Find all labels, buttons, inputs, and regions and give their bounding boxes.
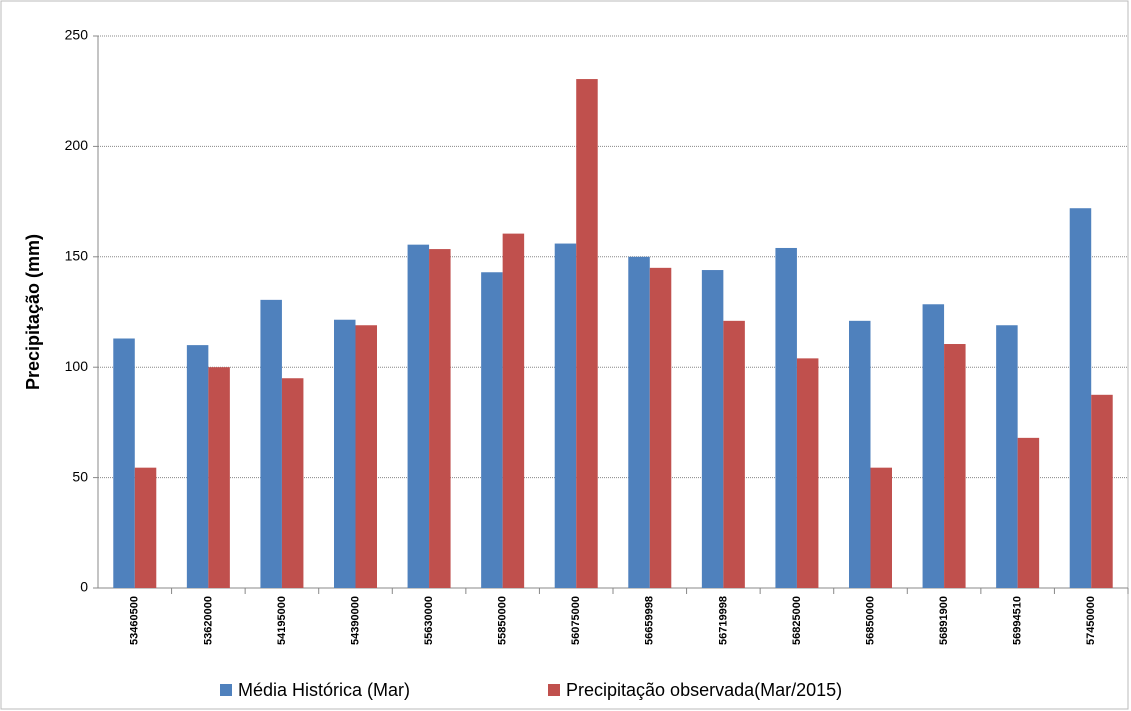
x-tick-label: 57450000 bbox=[1085, 596, 1097, 645]
bar bbox=[208, 367, 230, 588]
x-tick-label: 53620000 bbox=[202, 596, 214, 645]
bar bbox=[429, 249, 451, 588]
bar bbox=[996, 325, 1018, 588]
bar bbox=[576, 79, 598, 588]
x-tick-label: 56891900 bbox=[938, 596, 950, 645]
x-tick-label: 53460500 bbox=[129, 596, 141, 645]
y-tick-label: 150 bbox=[65, 248, 89, 264]
bar bbox=[628, 256, 650, 588]
x-tick-label: 54195000 bbox=[276, 596, 288, 645]
legend-label: Média Histórica (Mar) bbox=[238, 680, 410, 700]
x-tick-label: 54390000 bbox=[349, 596, 361, 645]
bar bbox=[796, 358, 819, 588]
bar bbox=[355, 325, 377, 588]
x-tick-label: 56850000 bbox=[864, 596, 876, 645]
bar bbox=[1017, 437, 1040, 588]
x-tick-label: 56719998 bbox=[717, 596, 729, 645]
bar bbox=[554, 243, 577, 588]
bar bbox=[260, 299, 282, 588]
bar bbox=[186, 345, 209, 588]
bar bbox=[870, 467, 892, 588]
y-tick-label: 0 bbox=[80, 579, 88, 595]
bar bbox=[649, 267, 672, 588]
legend-label: Precipitação observada(Mar/2015) bbox=[566, 680, 842, 700]
bar bbox=[1069, 208, 1092, 588]
y-tick-label: 50 bbox=[72, 468, 88, 484]
bar bbox=[944, 344, 966, 588]
bar bbox=[1091, 394, 1113, 588]
legend-swatch bbox=[548, 684, 560, 696]
legend-swatch bbox=[220, 684, 232, 696]
y-axis-label: Precipitação (mm) bbox=[23, 234, 43, 390]
bar bbox=[723, 320, 745, 588]
x-tick-label: 56994510 bbox=[1012, 596, 1024, 645]
bar bbox=[334, 319, 356, 588]
x-tick-label: 56659998 bbox=[644, 596, 656, 645]
bar bbox=[502, 233, 525, 588]
bar bbox=[775, 247, 797, 588]
bar bbox=[407, 244, 430, 588]
y-tick-label: 100 bbox=[65, 358, 89, 374]
bar bbox=[113, 338, 135, 588]
x-tick-label: 55630000 bbox=[423, 596, 435, 645]
y-tick-label: 200 bbox=[65, 137, 89, 153]
bar bbox=[134, 467, 157, 588]
bar bbox=[701, 270, 724, 588]
bar bbox=[281, 378, 304, 588]
x-tick-label: 56075000 bbox=[570, 596, 582, 645]
bar bbox=[922, 304, 945, 588]
x-tick-label: 56825000 bbox=[791, 596, 803, 645]
bar bbox=[481, 272, 503, 588]
x-tick-label: 55850000 bbox=[497, 596, 509, 645]
y-tick-label: 250 bbox=[65, 27, 89, 43]
bar bbox=[849, 320, 871, 588]
